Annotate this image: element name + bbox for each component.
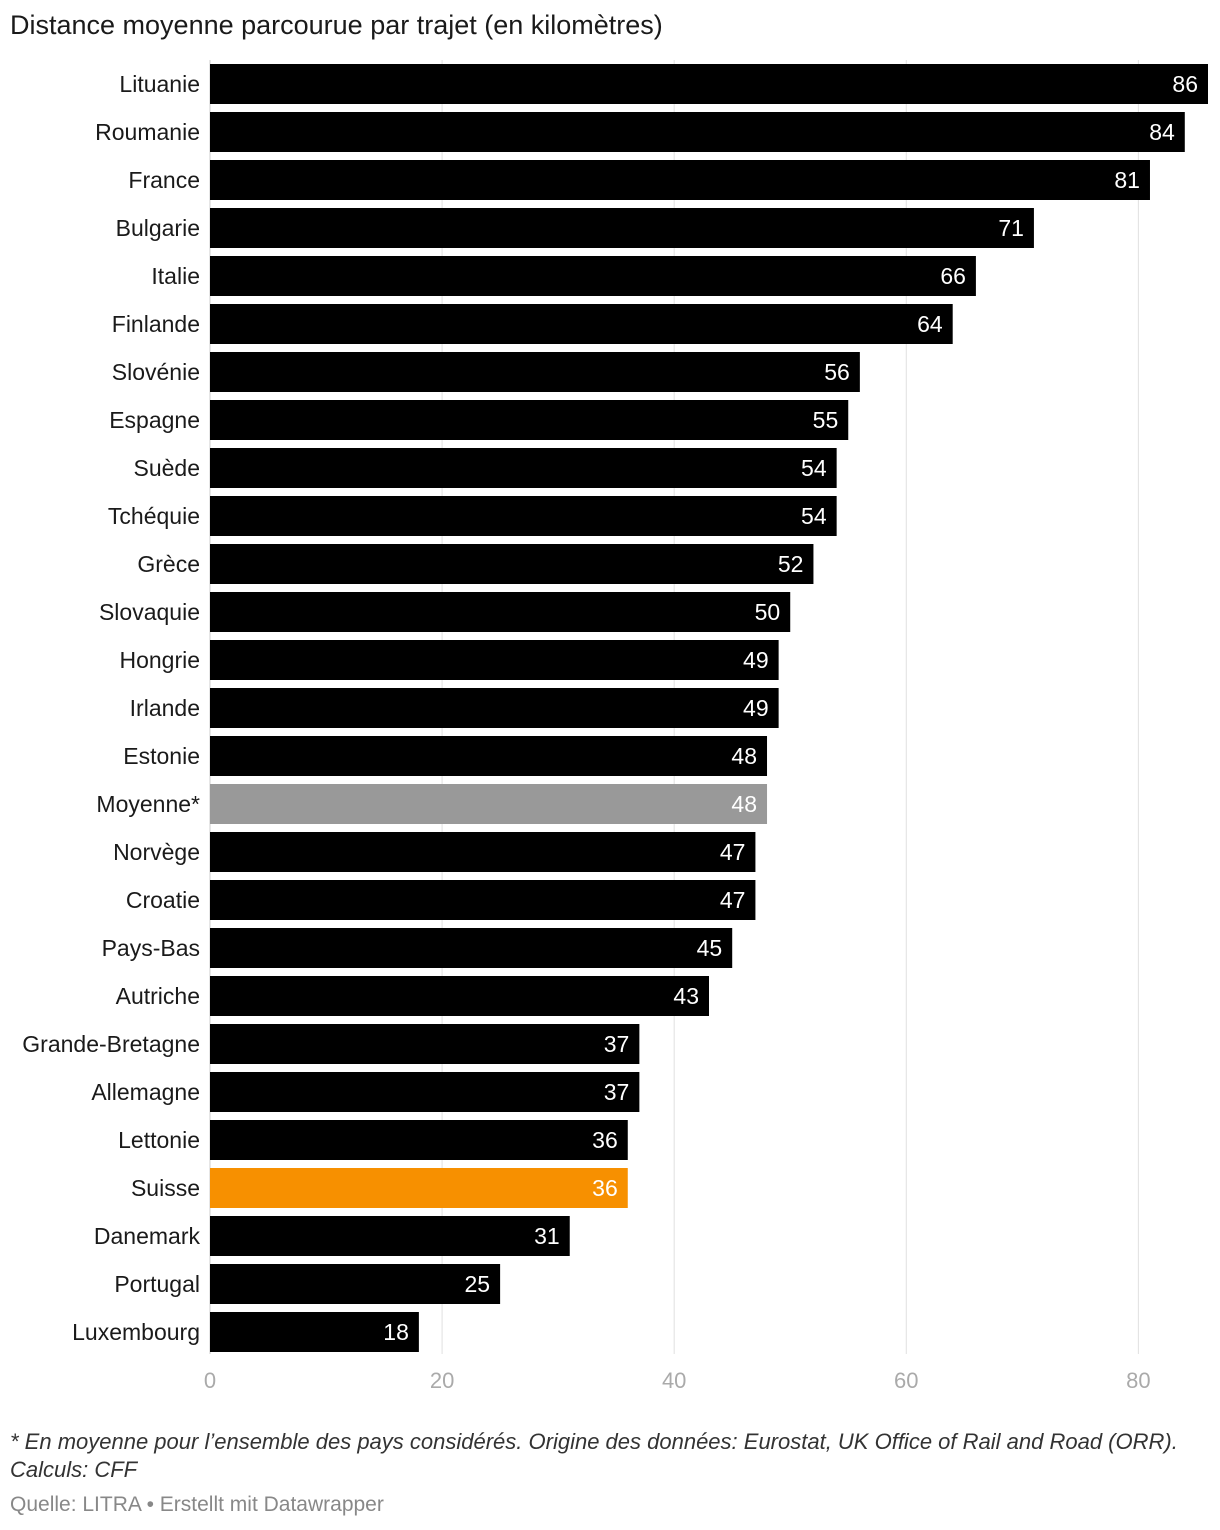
value-label: 66	[940, 263, 966, 289]
source-label: Quelle: LITRA	[10, 1493, 141, 1516]
value-label: 49	[743, 695, 769, 721]
value-label: 54	[801, 503, 827, 529]
bar	[210, 352, 860, 392]
bar	[210, 976, 709, 1016]
category-label: Suisse	[131, 1175, 200, 1201]
bar	[210, 1168, 628, 1208]
value-label: 45	[697, 935, 723, 961]
category-label: Luxembourg	[72, 1319, 200, 1345]
x-axis-ticks: 0 20 40 60 80	[204, 1368, 1151, 1393]
category-label: Estonie	[123, 743, 200, 769]
bar	[210, 784, 768, 824]
category-label: Autriche	[116, 983, 200, 1009]
bar	[210, 112, 1185, 152]
bar	[210, 1072, 640, 1112]
category-label: Hongrie	[119, 647, 200, 673]
value-label: 47	[720, 839, 746, 865]
bar	[210, 1120, 628, 1160]
category-label: Portugal	[114, 1271, 200, 1297]
value-label: 84	[1149, 119, 1175, 145]
value-label: 49	[743, 647, 769, 673]
value-label: 36	[592, 1175, 618, 1201]
bar	[210, 592, 791, 632]
category-label: Slovénie	[112, 359, 200, 385]
category-label: Espagne	[109, 407, 200, 433]
bar	[210, 208, 1034, 248]
category-label: Tchéquie	[108, 503, 200, 529]
bar	[210, 688, 779, 728]
x-tick-label: 80	[1126, 1368, 1150, 1393]
category-label: Grande-Bretagne	[22, 1031, 200, 1057]
bars	[210, 64, 1208, 1352]
bar	[210, 1264, 501, 1304]
category-label: France	[128, 167, 200, 193]
value-label: 81	[1114, 167, 1140, 193]
category-label: Moyenne*	[96, 791, 200, 817]
category-label: Allemagne	[91, 1079, 200, 1105]
value-label: 37	[604, 1079, 630, 1105]
value-label: 43	[673, 983, 699, 1009]
bar	[210, 400, 849, 440]
bar	[210, 64, 1208, 104]
bar	[210, 832, 756, 872]
value-label: 56	[824, 359, 850, 385]
bar	[210, 1216, 570, 1256]
value-label: 71	[998, 215, 1024, 241]
value-label: 18	[383, 1319, 409, 1345]
value-label: 86	[1172, 71, 1198, 97]
bar	[210, 544, 814, 584]
bar	[210, 304, 953, 344]
bar-chart: Lituanie Roumanie France Bulgarie Italie Finl…	[22, 60, 1208, 1393]
bar	[210, 1024, 640, 1064]
value-label: 47	[720, 887, 746, 913]
value-label: 64	[917, 311, 943, 337]
bar	[210, 640, 779, 680]
value-label: 54	[801, 455, 827, 481]
bar	[210, 928, 733, 968]
category-label: Irlande	[130, 695, 200, 721]
value-label: 37	[604, 1031, 630, 1057]
bar	[210, 496, 837, 536]
value-label: 25	[465, 1271, 491, 1297]
bar	[210, 1312, 419, 1352]
category-label: Danemark	[94, 1223, 201, 1249]
source-separator: •	[146, 1493, 154, 1516]
source-credit: Erstellt mit Datawrapper	[159, 1493, 384, 1516]
x-tick-label: 0	[204, 1368, 216, 1393]
x-tick-label: 40	[662, 1368, 686, 1393]
category-label: Slovaquie	[99, 599, 200, 625]
category-label: Lituanie	[119, 71, 200, 97]
value-label: 36	[592, 1127, 618, 1153]
value-labels: 86 84 81 71 66 64 56 55 54 54 52 50 49 49 48 48 47 47 45 43…	[383, 71, 1198, 1345]
category-label: Lettonie	[118, 1127, 200, 1153]
category-label: Pays-Bas	[102, 935, 200, 961]
value-label: 31	[534, 1223, 560, 1249]
chart-source: Quelle: LITRA • Erstellt mit Datawrapper	[10, 1493, 384, 1517]
chart-notes: * En moyenne pour l’ensemble des pays co…	[10, 1429, 1178, 1482]
value-label: 52	[778, 551, 804, 577]
category-label: Suède	[133, 455, 200, 481]
bar	[210, 256, 976, 296]
bar	[210, 736, 768, 776]
category-label: Grèce	[137, 551, 200, 577]
chart-title: Distance moyenne parcourue par trajet (e…	[10, 10, 663, 40]
category-label: Norvège	[113, 839, 200, 865]
bar	[210, 880, 756, 920]
value-label: 55	[813, 407, 839, 433]
category-label: Italie	[151, 263, 200, 289]
value-label: 48	[731, 743, 757, 769]
category-label: Croatie	[126, 887, 200, 913]
bar	[210, 448, 837, 488]
x-tick-label: 60	[894, 1368, 918, 1393]
value-label: 48	[731, 791, 757, 817]
value-label: 50	[755, 599, 781, 625]
x-tick-label: 20	[430, 1368, 454, 1393]
bar	[210, 160, 1150, 200]
category-label: Roumanie	[95, 119, 200, 145]
category-label: Finlande	[112, 311, 200, 337]
category-labels: Lituanie Roumanie France Bulgarie Italie Finl…	[22, 71, 200, 1345]
category-label: Bulgarie	[116, 215, 200, 241]
